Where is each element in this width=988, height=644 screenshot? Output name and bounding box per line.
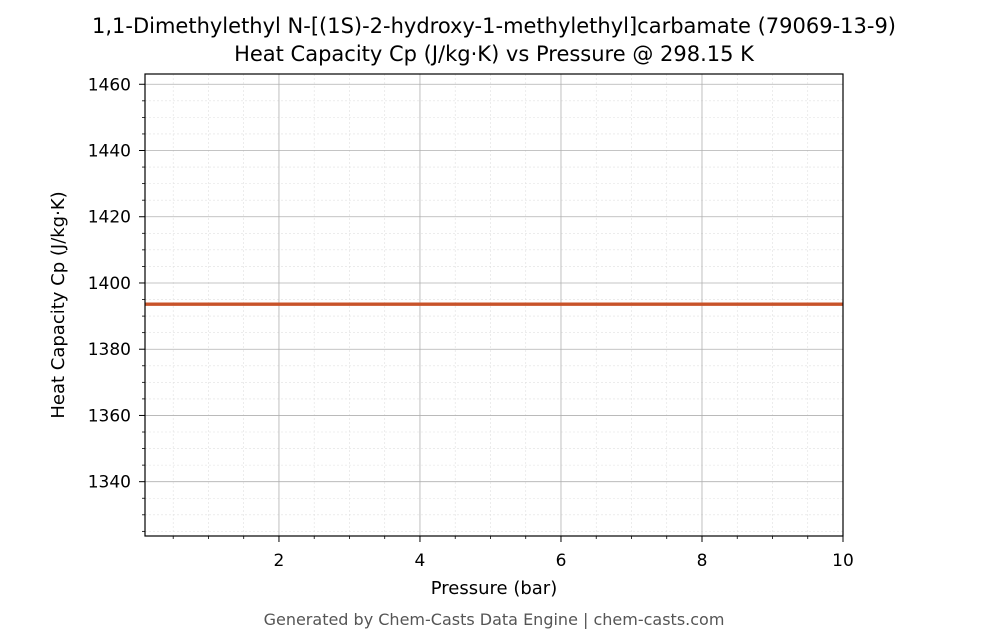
y-tick-label: 1440 — [88, 142, 131, 162]
plot-area-frame — [144, 73, 844, 537]
y-tick-label: 1420 — [88, 208, 131, 228]
y-axis-ticks: 1340 1360 1380 1400 1420 1440 1460 — [88, 75, 145, 532]
y-tick-label: 1460 — [88, 75, 131, 95]
y-tick-label: 1360 — [88, 406, 131, 426]
footer-credit: Generated by Chem-Casts Data Engine | ch… — [264, 610, 725, 629]
x-tick-label: 10 — [832, 551, 854, 571]
y-tick-label: 1400 — [88, 274, 131, 294]
x-tick-label: 6 — [556, 551, 567, 571]
y-axis-label: Heat Capacity Cp (J/kg·K) — [48, 191, 69, 418]
x-tick-label: 8 — [697, 551, 708, 571]
x-axis-label: Pressure (bar) — [431, 578, 557, 599]
minor-gridlines — [145, 74, 843, 536]
chart-title: 1,1-Dimethylethyl N-[(1S)-2-hydroxy-1-me… — [92, 14, 896, 38]
y-tick-label: 1380 — [88, 340, 131, 360]
y-tick-label: 1340 — [88, 473, 131, 493]
chart-subtitle: Heat Capacity Cp (J/kg·K) vs Pressure @ … — [234, 42, 755, 66]
x-tick-label: 2 — [274, 551, 285, 571]
x-axis-ticks: 2 4 6 8 10 — [172, 536, 854, 571]
x-tick-label: 4 — [415, 551, 426, 571]
